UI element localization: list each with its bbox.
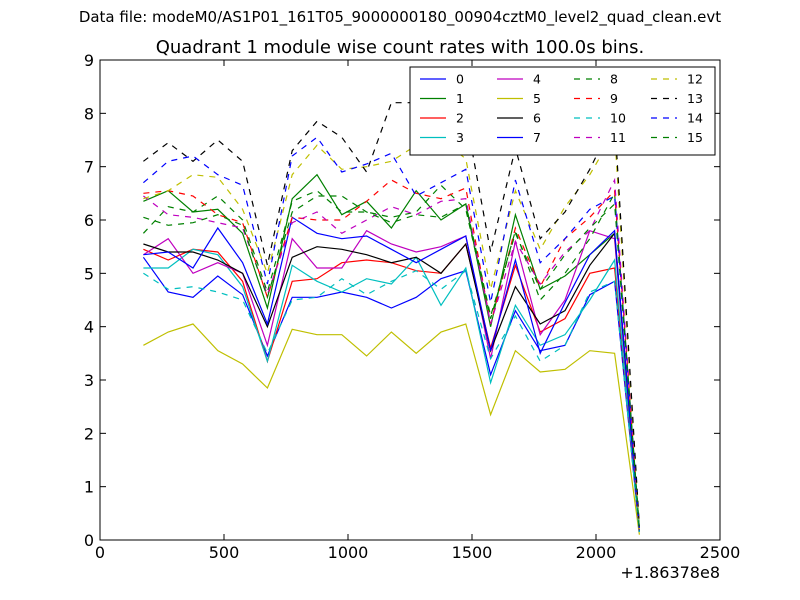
x-tick-label: 1000: [328, 543, 369, 562]
x-tick-label: 0: [95, 543, 105, 562]
series-line-5: [143, 323, 640, 535]
legend-label-1: 1: [456, 91, 464, 106]
y-tick-label: 3: [84, 371, 94, 390]
legend-label-9: 9: [610, 91, 618, 106]
y-tick-label: 7: [84, 158, 94, 177]
legend-label-6: 6: [533, 111, 541, 126]
series-line-6: [143, 231, 640, 533]
chart-title: Quadrant 1 module wise count rates with …: [155, 37, 645, 58]
plot-frame: [99, 59, 721, 541]
legend-box: [409, 66, 716, 156]
legend-label-12: 12: [687, 72, 703, 87]
series-line-0: [142, 256, 640, 533]
legend-label-3: 3: [456, 130, 464, 145]
series-line-10: [143, 269, 640, 533]
x-tick-label: 1500: [452, 543, 493, 562]
x-tick-label: 500: [209, 543, 240, 562]
y-tick-label: 9: [84, 51, 94, 70]
legend-label-10: 10: [610, 111, 626, 126]
x-tick-label: 2000: [576, 543, 617, 562]
legend-label-4: 4: [533, 72, 541, 87]
y-tick-label: 0: [84, 531, 94, 550]
x-tick-label: 2500: [700, 543, 741, 562]
legend-label-8: 8: [610, 72, 618, 87]
legend-label-5: 5: [533, 91, 541, 106]
series-line-1: [143, 173, 640, 533]
series-line-13: [143, 80, 640, 527]
y-tick-label: 1: [84, 478, 94, 497]
legend-label-0: 0: [456, 72, 464, 87]
y-tick-label: 2: [84, 424, 94, 443]
series-line-14: [143, 136, 640, 530]
y-tick-label: 5: [84, 264, 94, 283]
y-tick-label: 6: [84, 211, 94, 230]
legend-label-13: 13: [687, 91, 703, 106]
series-line-3: [143, 248, 640, 533]
series-line-15: [143, 195, 640, 530]
legend-label-11: 11: [610, 130, 626, 145]
series-line-7: [143, 216, 640, 533]
legend-label-2: 2: [456, 111, 464, 126]
series-line-4: [143, 229, 640, 533]
legend-label-7: 7: [533, 130, 541, 145]
series-layer: [142, 80, 640, 535]
legend-label-15: 15: [687, 130, 703, 145]
y-tick-label: 4: [84, 318, 94, 337]
series-line-11: [143, 177, 640, 530]
data-file-title: Data file: modeM0/AS1P01_161T05_90000001…: [78, 8, 722, 26]
y-tick-label: 8: [84, 104, 94, 123]
legend-label-14: 14: [687, 111, 703, 126]
x-offset-label: +1.86378e8: [620, 563, 720, 582]
